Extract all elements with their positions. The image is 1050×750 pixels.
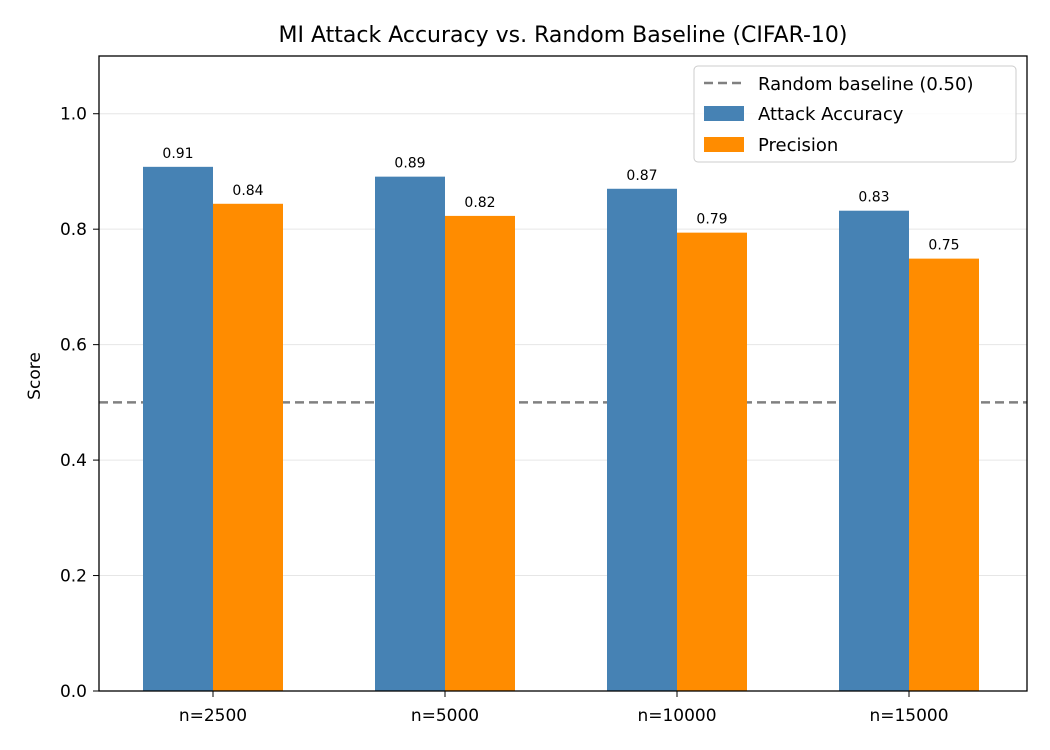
legend: Random baseline (0.50) Attack Accuracy Pre… bbox=[693, 65, 1017, 163]
axes-layer: 0.0 0.2 0.4 0.6 0.8 1.0 n=2500 n=5000 n=10000 n=1… bbox=[60, 55, 1028, 726]
bar-value-label: 0.84 bbox=[232, 183, 263, 199]
chart-title: MI Attack Accuracy vs. Random Baseline (… bbox=[279, 23, 848, 48]
bar-precision bbox=[213, 203, 283, 692]
legend-swatch-precision bbox=[704, 137, 744, 152]
bar-precision bbox=[677, 232, 747, 692]
legend-box bbox=[693, 65, 1017, 163]
bar-value-label: 0.83 bbox=[858, 190, 889, 206]
y-tick-label: 0.0 bbox=[60, 682, 87, 702]
legend-swatch-attack-accuracy bbox=[704, 106, 744, 121]
y-tick-label: 0.8 bbox=[60, 220, 87, 240]
bar-value-label: 0.87 bbox=[626, 168, 657, 184]
bar-value-label: 0.75 bbox=[928, 238, 959, 254]
bar-precision bbox=[445, 215, 515, 691]
y-tick-label: 0.6 bbox=[60, 336, 87, 356]
y-tick-label: 0.4 bbox=[60, 451, 87, 471]
bar-precision bbox=[909, 258, 979, 691]
bar-value-label: 0.82 bbox=[464, 195, 495, 211]
y-tick-label: 0.2 bbox=[60, 567, 87, 587]
bar-value-label: 0.89 bbox=[394, 156, 425, 172]
x-tick-label: n=2500 bbox=[179, 706, 247, 726]
bar-attack-accuracy bbox=[375, 176, 445, 691]
bar-value-label: 0.79 bbox=[696, 212, 727, 228]
legend-label: Attack Accuracy bbox=[758, 104, 904, 125]
bar-attack-accuracy bbox=[839, 210, 909, 691]
y-axis-label: Score bbox=[25, 352, 45, 400]
bar-attack-accuracy bbox=[607, 188, 677, 692]
x-tick-label: n=5000 bbox=[411, 706, 479, 726]
y-tick-label: 1.0 bbox=[60, 105, 87, 125]
legend-label: Precision bbox=[758, 135, 838, 156]
bars-layer: 0.91 0.84 0.89 0.82 0.87 0.79 0.83 0.75 bbox=[143, 146, 979, 692]
plot-frame bbox=[98, 55, 1028, 692]
x-tick-label: n=10000 bbox=[637, 706, 716, 726]
x-tick-label: n=15000 bbox=[869, 706, 948, 726]
bar-attack-accuracy bbox=[143, 166, 213, 691]
bar-value-label: 0.91 bbox=[162, 146, 193, 162]
legend-label-baseline: Random baseline (0.50) bbox=[758, 74, 973, 95]
